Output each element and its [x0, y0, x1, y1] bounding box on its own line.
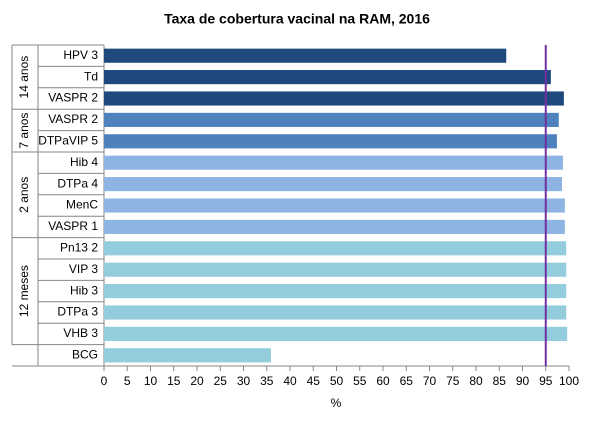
y-tick-label: DTPaVIP 5 — [38, 133, 98, 147]
y-tick-label: VASPR 1 — [48, 219, 98, 233]
y-tick-label: Td — [84, 69, 98, 83]
group-label: 14 anos — [17, 56, 31, 99]
y-tick-label: VHB 3 — [63, 326, 98, 340]
chart-title: Taxa de cobertura vacinal na RAM, 2016 — [164, 11, 430, 27]
y-tick-label: Hib 3 — [70, 283, 98, 297]
x-tick-label: 10 — [144, 374, 158, 388]
bar — [104, 262, 567, 277]
y-tick-label: DTPa 4 — [57, 176, 98, 190]
bar — [104, 91, 564, 106]
x-tick-label: 45 — [307, 374, 321, 388]
y-tick-label: BCG — [72, 347, 98, 361]
y-tick-label: HPV 3 — [63, 48, 98, 62]
bar — [104, 177, 563, 192]
y-tick-label: Pn13 2 — [60, 240, 98, 254]
x-axis-label: % — [331, 396, 342, 410]
x-tick-label: 75 — [446, 374, 460, 388]
x-tick-label: 100 — [559, 374, 579, 388]
bar — [104, 305, 567, 320]
bar — [104, 241, 567, 256]
bar — [104, 326, 568, 341]
bar — [104, 48, 507, 63]
x-tick-label: 60 — [376, 374, 390, 388]
x-tick-label: 5 — [124, 374, 131, 388]
x-tick-label: 70 — [423, 374, 437, 388]
bar — [104, 284, 567, 299]
x-tick-label: 40 — [283, 374, 297, 388]
x-tick-label: 15 — [167, 374, 181, 388]
y-tick-label: VASPR 2 — [48, 112, 98, 126]
group-label: 7 anos — [17, 113, 31, 149]
x-tick-label: 25 — [214, 374, 228, 388]
x-tick-label: 35 — [260, 374, 274, 388]
y-tick-label: VASPR 2 — [48, 91, 98, 105]
x-tick-label: 20 — [190, 374, 204, 388]
bar — [104, 134, 557, 149]
bar — [104, 348, 271, 363]
y-tick-label: MenC — [66, 198, 98, 212]
bar — [104, 198, 565, 213]
y-tick-label: VIP 3 — [69, 262, 98, 276]
x-tick-label: 50 — [330, 374, 344, 388]
x-tick-label: 90 — [516, 374, 530, 388]
x-tick-label: 65 — [400, 374, 414, 388]
bar — [104, 112, 559, 127]
y-tick-label: DTPa 3 — [57, 305, 98, 319]
group-label: 12 meses — [17, 265, 31, 317]
bar — [104, 155, 563, 170]
x-tick-label: 30 — [237, 374, 251, 388]
x-tick-label: 0 — [101, 374, 108, 388]
group-label: 2 anos — [17, 177, 31, 213]
x-tick-label: 95 — [539, 374, 553, 388]
bar — [104, 219, 565, 234]
x-tick-label: 85 — [493, 374, 507, 388]
bar — [104, 70, 551, 85]
x-tick-label: 80 — [469, 374, 483, 388]
y-tick-label: Hib 4 — [70, 155, 98, 169]
x-tick-label: 55 — [353, 374, 367, 388]
